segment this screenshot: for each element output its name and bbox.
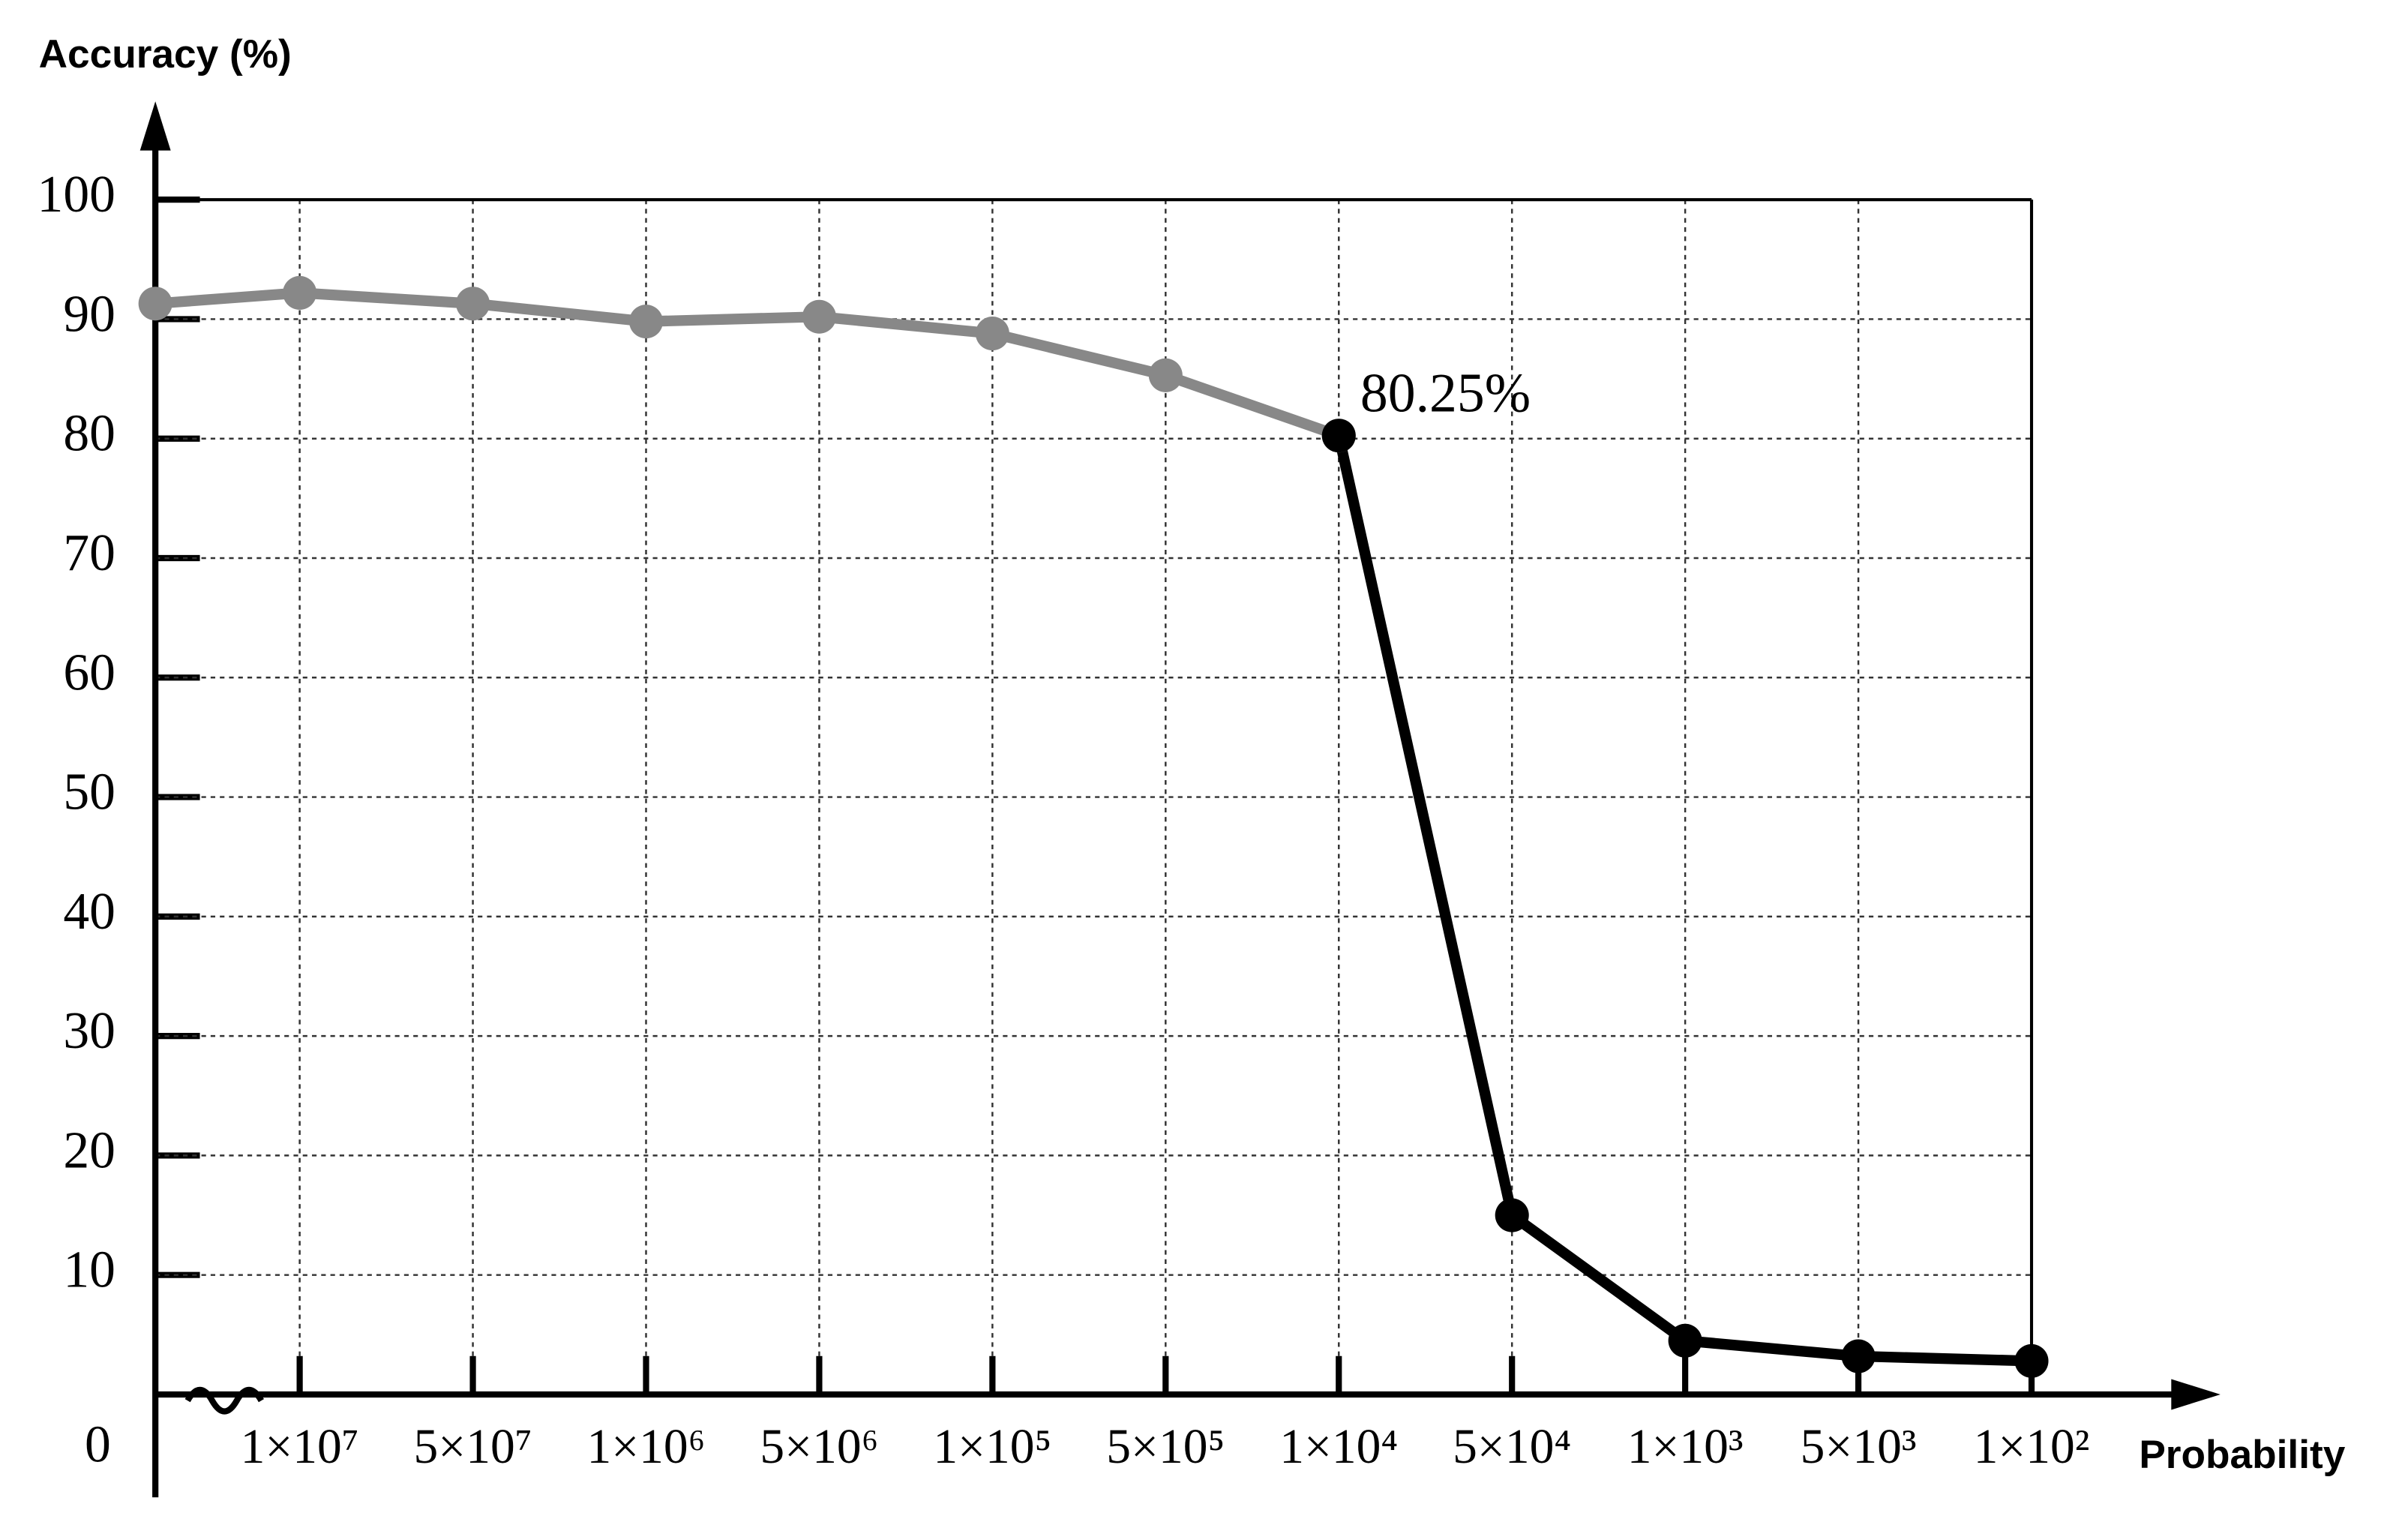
y-axis-title: Accuracy (%) — [39, 32, 292, 77]
y-tick-label: 80 — [63, 405, 115, 463]
y-tick-label: 50 — [63, 764, 115, 821]
y-axis-arrow — [139, 101, 171, 151]
y-tick-label: 10 — [63, 1241, 115, 1299]
y-tick-label: 40 — [63, 883, 115, 941]
x-tick-label: 1×10⁴ — [1279, 1420, 1398, 1474]
y-tick-label: 0 — [85, 1416, 111, 1474]
point — [1841, 1339, 1876, 1373]
point — [628, 305, 664, 339]
point — [975, 317, 1009, 351]
x-tick-label: 1×10⁵ — [933, 1420, 1051, 1474]
y-tick-label: 70 — [63, 524, 115, 582]
point — [2014, 1343, 2049, 1378]
x-tick-label: 1×10² — [1974, 1420, 2090, 1474]
point — [1148, 358, 1183, 392]
grid — [155, 197, 2035, 1394]
point — [802, 299, 836, 334]
x-axis-title: Probability — [2139, 1433, 2345, 1477]
x-tick-label: 1×10⁷ — [241, 1420, 359, 1474]
point — [1321, 419, 1356, 453]
y-tick-label: 100 — [37, 166, 115, 224]
y-tick-label: 20 — [63, 1121, 115, 1179]
point — [138, 287, 172, 321]
data-label: 80.25% — [1360, 362, 1531, 424]
x-tick-label: 5×10⁶ — [760, 1420, 878, 1474]
x-tick-label: 5×10³ — [1801, 1420, 1917, 1474]
axis-break — [184, 1386, 264, 1415]
point — [283, 275, 317, 310]
point — [1495, 1198, 1529, 1232]
point — [456, 287, 490, 321]
x-axis-arrow — [2171, 1379, 2221, 1410]
x-tick-label: 5×10⁷ — [414, 1420, 532, 1474]
line — [154, 287, 1341, 441]
plot: 80.25% — [138, 275, 2049, 1378]
x-tick-label: 1×10⁶ — [586, 1420, 705, 1474]
x-tick-label: 5×10⁴ — [1453, 1420, 1571, 1474]
x-tick-label: 5×10⁵ — [1106, 1420, 1225, 1474]
x-tick-label: 1×10³ — [1627, 1420, 1744, 1474]
point — [1668, 1323, 1702, 1358]
y-tick-label: 90 — [63, 285, 115, 343]
y-tick-label: 60 — [63, 644, 115, 701]
line — [1333, 434, 2032, 1367]
y-tick-label: 30 — [63, 1002, 115, 1060]
